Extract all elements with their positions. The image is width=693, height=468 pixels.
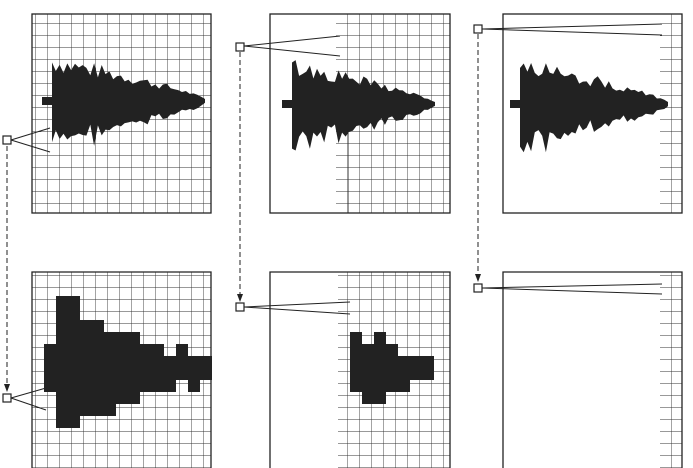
link (244, 302, 350, 307)
arrow (4, 384, 10, 392)
tree-shape (520, 63, 668, 152)
node (474, 284, 482, 292)
cell-block (56, 404, 116, 416)
cell-block (56, 332, 140, 344)
cell-block (44, 368, 212, 380)
cell-block (56, 320, 104, 332)
node (474, 25, 482, 33)
trunk (282, 100, 296, 108)
node (236, 43, 244, 51)
cell-block (350, 368, 434, 380)
cell-block (44, 344, 164, 356)
trees (42, 60, 668, 428)
cell-block (56, 392, 140, 404)
cell-block (374, 332, 386, 344)
trunk (510, 100, 524, 108)
link (482, 29, 662, 35)
cell-block (350, 344, 398, 356)
cell-block (56, 308, 80, 320)
cell-block (350, 356, 434, 368)
node (3, 394, 11, 402)
trunk (42, 97, 56, 105)
cell-block (350, 332, 362, 344)
arrow (237, 294, 243, 302)
link (482, 284, 662, 288)
node (3, 136, 11, 144)
grid-strip (660, 14, 682, 213)
arrow (475, 274, 481, 282)
link (244, 307, 350, 314)
cell-block (44, 356, 212, 368)
cell-block (44, 380, 176, 392)
panel (503, 272, 682, 468)
link (482, 288, 662, 294)
grid-strip (660, 272, 682, 468)
link (482, 24, 662, 29)
cell-block (350, 380, 410, 392)
cell-block (362, 392, 386, 404)
node (236, 303, 244, 311)
cell-block (176, 344, 188, 356)
cell-block (56, 296, 80, 308)
cell-block (188, 380, 200, 392)
cell-block (56, 416, 80, 428)
